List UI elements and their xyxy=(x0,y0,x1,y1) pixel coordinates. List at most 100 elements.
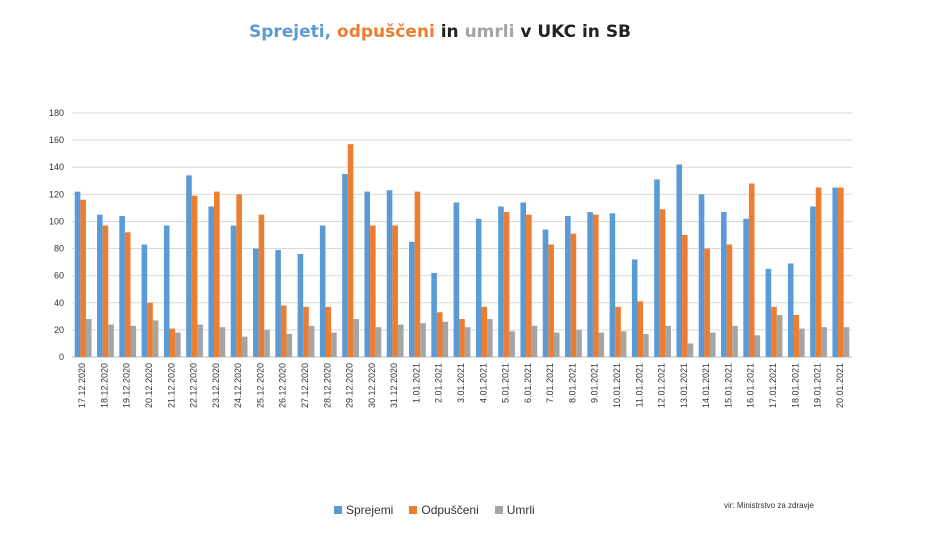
bar xyxy=(615,306,621,357)
title-part: , xyxy=(324,22,338,42)
bar xyxy=(687,343,694,357)
x-tick-label: 14.01.2021 xyxy=(701,363,711,408)
bar xyxy=(130,325,137,357)
bar xyxy=(80,199,86,357)
bar xyxy=(208,206,215,357)
bar xyxy=(275,249,281,357)
x-tick-label: 3.01.2021 xyxy=(456,363,466,403)
legend-swatch xyxy=(334,506,342,514)
bar xyxy=(325,306,332,357)
y-tick-label: 80 xyxy=(54,244,64,254)
title-part: in xyxy=(434,22,465,42)
bar xyxy=(353,319,359,357)
title-part: v UKC in SB xyxy=(514,22,632,42)
title-part: odpuščeni xyxy=(337,22,435,42)
bar xyxy=(431,272,437,357)
bar xyxy=(347,144,354,357)
bar xyxy=(776,314,783,357)
x-tick-label: 15.01.2021 xyxy=(723,363,733,408)
bar xyxy=(821,327,827,357)
bar xyxy=(97,214,103,357)
x-tick-label: 9.01.2021 xyxy=(590,363,600,403)
legend: Sprejemi Odpuščeni Umrli xyxy=(334,503,535,517)
x-tick-label: 4.01.2021 xyxy=(478,363,488,403)
bar xyxy=(487,319,493,357)
x-tick-label: 28.12.2020 xyxy=(322,363,332,408)
legend-item-umrli: Umrli xyxy=(494,503,535,517)
bar xyxy=(509,331,515,357)
bar xyxy=(665,325,671,357)
bar xyxy=(102,225,109,357)
bar xyxy=(676,164,683,357)
bar xyxy=(526,214,532,357)
bar xyxy=(682,235,688,357)
y-tick-label: 120 xyxy=(49,189,64,199)
legend-label: Sprejemi xyxy=(346,503,394,517)
y-tick-label: 100 xyxy=(49,216,64,226)
bar xyxy=(542,229,549,357)
bar xyxy=(397,324,404,357)
bar xyxy=(191,195,198,357)
bar xyxy=(108,324,114,357)
x-tick-label: 18.01.2021 xyxy=(790,363,800,408)
bar xyxy=(342,174,348,357)
bar xyxy=(214,191,220,357)
bar xyxy=(620,331,627,357)
legend-item-sprejemi: Sprejemi xyxy=(334,503,393,517)
x-tick-label: 19.12.2020 xyxy=(122,363,132,408)
x-tick-label: 10.01.2021 xyxy=(612,363,622,408)
bar xyxy=(659,209,666,357)
bar xyxy=(793,314,800,357)
bar xyxy=(414,191,421,357)
x-tick-label: 24.12.2020 xyxy=(233,363,243,408)
bar xyxy=(498,206,504,357)
x-tick-label: 17.12.2020 xyxy=(77,363,87,408)
chart-title: Sprejeti, odpuščeni in umrli v UKC in SB xyxy=(0,22,880,42)
x-tick-label: 22.12.2020 xyxy=(189,363,199,408)
bar xyxy=(169,328,176,357)
x-tick-label: 13.01.2021 xyxy=(679,363,689,408)
y-tick-label: 0 xyxy=(59,352,64,362)
x-tick-label: 21.12.2020 xyxy=(166,363,176,408)
bar xyxy=(631,259,638,357)
bar xyxy=(520,202,527,357)
bar xyxy=(280,305,287,357)
bar xyxy=(787,263,794,357)
source-note: vir: Ministrstvo za zdravje xyxy=(724,501,814,510)
bar xyxy=(838,187,844,357)
bar xyxy=(297,253,304,357)
x-tick-label: 30.12.2020 xyxy=(367,363,377,408)
bar xyxy=(704,248,710,357)
y-tick-label: 40 xyxy=(54,298,64,308)
bar xyxy=(576,329,582,357)
bar xyxy=(331,332,337,357)
bar xyxy=(587,211,593,357)
bar xyxy=(570,233,577,357)
bar xyxy=(386,190,393,357)
y-tick-label: 20 xyxy=(54,325,64,335)
bar xyxy=(186,175,192,357)
y-tick-label: 180 xyxy=(49,108,64,118)
bar xyxy=(409,241,415,357)
bar xyxy=(147,302,153,357)
bar xyxy=(141,244,148,357)
bar xyxy=(230,225,237,357)
bar xyxy=(286,333,293,357)
bar xyxy=(609,213,616,357)
bar xyxy=(124,232,131,357)
bar xyxy=(442,321,449,357)
bar xyxy=(464,327,471,357)
bar xyxy=(420,323,426,357)
x-tick-label: 26.12.2020 xyxy=(278,363,288,408)
x-tick-label: 2.01.2021 xyxy=(434,363,444,403)
bar xyxy=(765,268,772,357)
bar xyxy=(453,202,460,357)
bar xyxy=(732,325,738,357)
bar xyxy=(241,336,248,357)
bar xyxy=(152,320,159,357)
legend-item-odpusceni: Odpuščeni xyxy=(409,503,479,517)
x-tick-label: 20.12.2020 xyxy=(144,363,154,408)
bar xyxy=(303,306,309,357)
legend-swatch xyxy=(494,506,503,514)
x-tick-label: 18.12.2020 xyxy=(99,363,109,408)
